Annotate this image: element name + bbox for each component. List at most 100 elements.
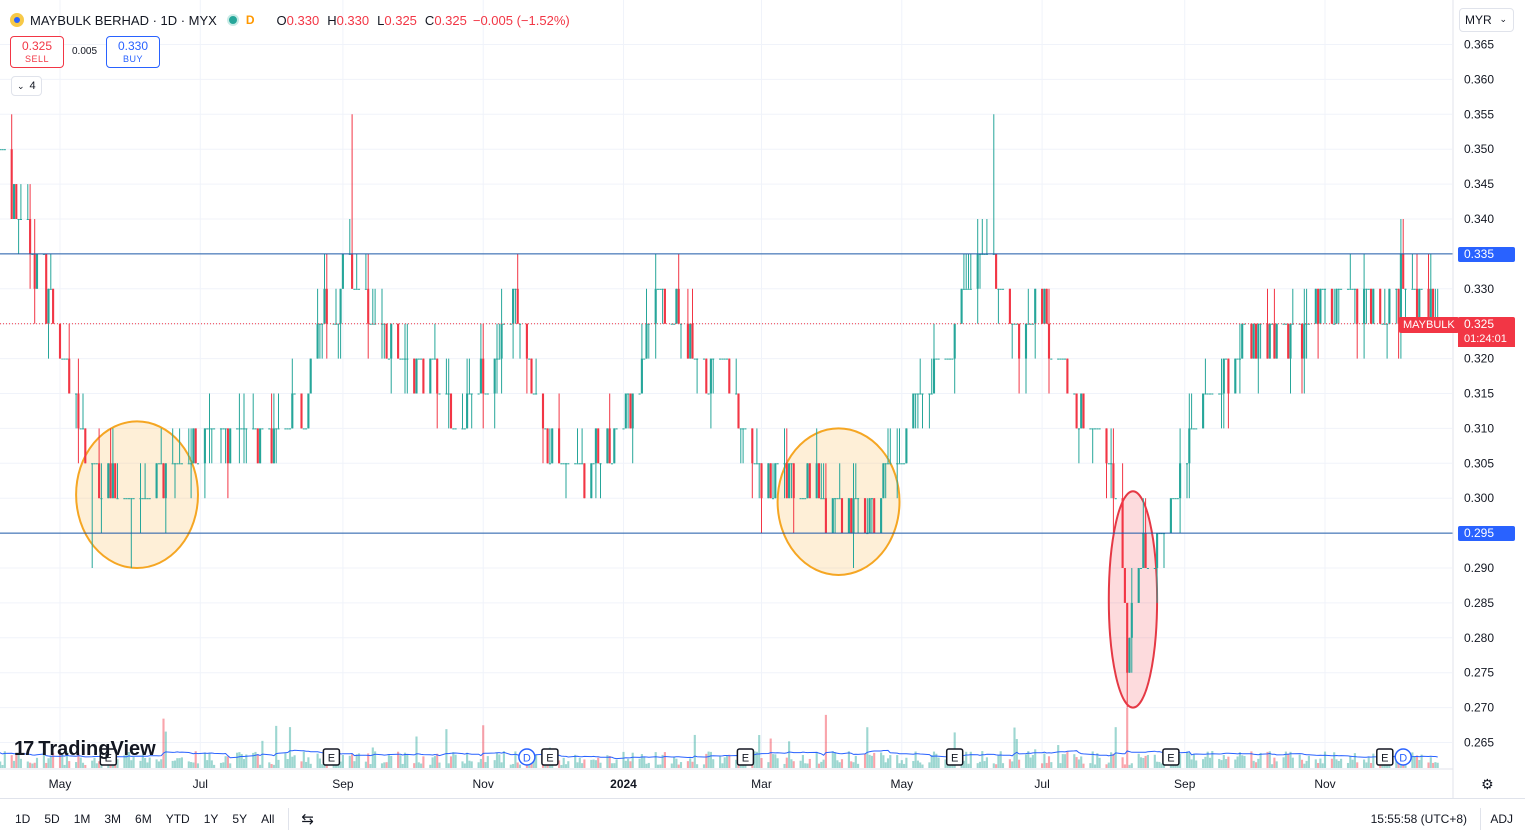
candle-body xyxy=(1089,428,1092,430)
candle-body xyxy=(52,288,55,324)
volume-bar xyxy=(610,763,614,768)
candle xyxy=(737,393,740,429)
candle-body xyxy=(433,358,436,360)
range-5d[interactable]: 5D xyxy=(44,812,60,826)
volume-bar xyxy=(792,761,795,768)
candle xyxy=(1291,288,1294,325)
candle-body xyxy=(1050,358,1053,360)
candle xyxy=(275,428,278,464)
candle-body xyxy=(1146,568,1149,569)
sell-price: 0.325 xyxy=(21,39,53,53)
candle-body xyxy=(1128,637,1131,673)
candle xyxy=(238,393,241,464)
clock-time[interactable]: 15:55:58 (UTC+8) xyxy=(1370,812,1467,826)
volume-bar xyxy=(447,763,450,768)
volume-bar xyxy=(1114,727,1117,768)
volume-bar xyxy=(291,756,294,768)
market-status-icon[interactable] xyxy=(226,14,239,26)
volume-bar xyxy=(597,757,600,768)
range-3m[interactable]: 3M xyxy=(104,812,122,826)
candle-body xyxy=(353,288,356,290)
range-6m[interactable]: 6M xyxy=(135,812,152,826)
candle-body xyxy=(578,463,581,465)
goto-date-icon[interactable]: ⇆ xyxy=(301,811,314,828)
candle xyxy=(93,463,96,465)
candle xyxy=(109,428,112,499)
volume-bar xyxy=(1321,763,1324,768)
range-ytd[interactable]: YTD xyxy=(165,812,190,826)
volume-bar xyxy=(45,762,48,768)
chart-settings-icon[interactable]: ⚙ xyxy=(1481,776,1494,792)
candle-body xyxy=(1137,568,1140,603)
candle-body xyxy=(1077,428,1080,430)
candle xyxy=(969,253,972,290)
range-5y[interactable]: 5Y xyxy=(232,812,248,826)
candle-body xyxy=(1222,358,1225,394)
candle xyxy=(799,498,802,500)
tradingview-logo[interactable]: 17 TradingView xyxy=(14,738,156,761)
candle-body xyxy=(1034,288,1037,324)
volume-bar xyxy=(712,759,715,768)
candle-body xyxy=(905,428,908,464)
volume-bar xyxy=(514,751,517,768)
range-all[interactable]: All xyxy=(261,812,275,826)
candle xyxy=(321,323,324,359)
candle-body xyxy=(452,428,455,430)
volume-bar xyxy=(567,761,570,768)
candle-body xyxy=(111,463,114,499)
sell-button[interactable]: 0.325 SELL xyxy=(10,36,64,68)
volume-bar xyxy=(77,753,80,768)
candle-body xyxy=(286,428,289,430)
candle xyxy=(26,184,29,220)
symbol-title[interactable]: MAYBULK BERHAD · 1D · MYX xyxy=(30,12,217,28)
candle xyxy=(1287,323,1290,359)
volume-bar xyxy=(1243,755,1246,768)
candle xyxy=(863,498,867,534)
candle-body xyxy=(337,323,340,325)
candle-body xyxy=(1045,288,1048,324)
adjust-toggle[interactable]: ADJ xyxy=(1490,812,1513,826)
candle-body xyxy=(1105,428,1108,464)
candle xyxy=(870,498,873,534)
candle-body xyxy=(530,358,533,394)
volume-bar xyxy=(613,763,616,768)
buy-button[interactable]: 0.330 BUY xyxy=(106,36,160,68)
volume-bar xyxy=(815,751,818,768)
range-1d[interactable]: 1D xyxy=(15,812,31,826)
volume-bar xyxy=(173,760,177,768)
candle-body xyxy=(63,358,66,360)
volume-bar xyxy=(1064,754,1067,768)
candle xyxy=(1234,358,1237,394)
volume-bar xyxy=(914,751,917,768)
candle-body xyxy=(1,149,4,151)
candle xyxy=(1128,637,1131,673)
volume-bar xyxy=(1365,762,1368,768)
volume-bar xyxy=(820,761,823,768)
candle-body xyxy=(146,498,149,500)
candle-body xyxy=(144,498,147,500)
volume-bar xyxy=(1222,755,1225,768)
candle-body xyxy=(868,498,871,534)
volume-bar xyxy=(385,762,388,768)
range-1m[interactable]: 1M xyxy=(73,812,91,826)
candle xyxy=(203,428,206,499)
volume-bar xyxy=(272,764,275,768)
candle xyxy=(259,428,262,464)
open-value: 0.330 xyxy=(286,12,320,28)
candle-body xyxy=(293,393,296,395)
candle xyxy=(1399,219,1402,359)
candle-body xyxy=(677,288,680,324)
currency-select[interactable]: MYR ⌄ xyxy=(1459,8,1514,32)
candle xyxy=(985,219,988,255)
candle-body xyxy=(705,358,708,394)
candle xyxy=(468,358,471,395)
indicators-toggle[interactable]: ⌄ 4 xyxy=(11,76,42,96)
price-chart[interactable]: 0.365 0.360 0.355 0.350 0.345 0.340 0.335 0.330… xyxy=(0,0,1525,798)
session-badge[interactable]: D xyxy=(245,13,255,27)
candle xyxy=(353,288,356,290)
volume-bar xyxy=(838,762,841,768)
range-1y[interactable]: 1Y xyxy=(203,812,219,826)
volume-bar xyxy=(645,763,648,768)
candle xyxy=(75,393,78,429)
volume-bar xyxy=(663,752,666,768)
